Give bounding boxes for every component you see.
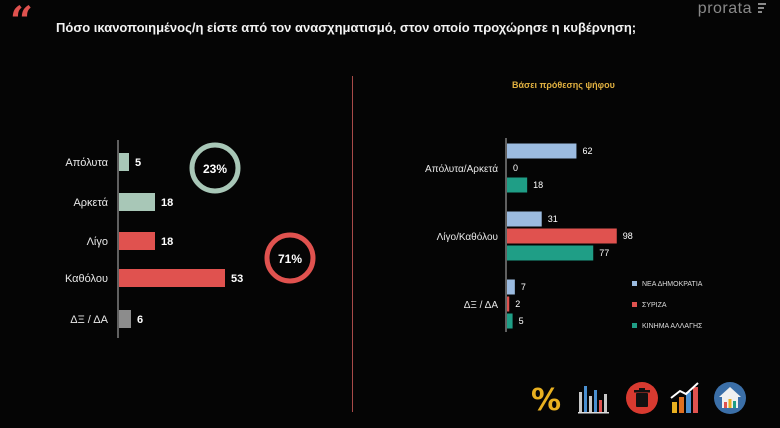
category-label: Λίγο bbox=[87, 236, 108, 248]
bar bbox=[507, 313, 513, 329]
panel-divider bbox=[352, 76, 353, 412]
legend-label: ΚΙΝΗΜΑ ΑΛΛΑΓΗΣ bbox=[642, 323, 703, 330]
category-label: Απόλυτα/Αρκετά bbox=[425, 163, 498, 175]
bar bbox=[507, 228, 617, 244]
bar bbox=[119, 269, 225, 287]
legend-swatch bbox=[632, 323, 637, 328]
bar-chart-icon[interactable] bbox=[576, 380, 612, 416]
category-label: Αρκετά bbox=[73, 197, 108, 209]
category-label: ΔΞ / ΔΑ bbox=[70, 314, 108, 326]
share-label: 71% bbox=[278, 252, 302, 266]
overall-chart: Απόλυτα 5 Αρκετά 18 Λίγο 18 Καθόλου 53 ΔΞ / ΔΑ 6 2… bbox=[65, 140, 316, 338]
quote-mark-icon: “ bbox=[10, 0, 34, 45]
bar bbox=[507, 211, 542, 227]
brand-logo-icon bbox=[758, 3, 766, 17]
data-label: 62 bbox=[582, 146, 592, 156]
trash-icon[interactable] bbox=[624, 380, 660, 416]
category-label: Λίγο/Καθόλου bbox=[437, 231, 498, 243]
legend-label: ΣΥΡΙΖΑ bbox=[642, 302, 667, 309]
data-label: 98 bbox=[623, 231, 633, 241]
category-label: Καθόλου bbox=[65, 273, 108, 285]
data-label: 7 bbox=[521, 282, 526, 292]
bar bbox=[119, 193, 155, 211]
chart-subtitle: Βάσει πρόθεσης ψήφου bbox=[512, 80, 615, 90]
brand-logo: prorata bbox=[697, 0, 752, 17]
category-label: ΔΞ / ΔΑ bbox=[464, 300, 499, 311]
bar bbox=[119, 153, 129, 171]
bar bbox=[507, 279, 515, 295]
data-label: 18 bbox=[533, 180, 543, 190]
home-chart-icon[interactable] bbox=[712, 380, 748, 416]
data-label: 77 bbox=[599, 248, 609, 258]
data-label: 5 bbox=[135, 157, 141, 169]
data-label: 18 bbox=[161, 236, 173, 248]
growth-chart-icon[interactable] bbox=[668, 380, 704, 416]
share-ring bbox=[264, 232, 316, 284]
bar bbox=[507, 245, 594, 261]
category-label: Απόλυτα bbox=[65, 157, 108, 169]
data-label: 2 bbox=[515, 299, 520, 309]
bar bbox=[507, 296, 510, 312]
legend-swatch bbox=[632, 281, 637, 286]
bar bbox=[507, 177, 528, 193]
data-label: 6 bbox=[137, 314, 143, 326]
bar bbox=[119, 232, 155, 250]
share-label: 23% bbox=[203, 162, 227, 176]
bar bbox=[507, 143, 577, 159]
data-label: 0 bbox=[513, 163, 518, 173]
page-title: Πόσο ικανοποιημένος/η είστε από τον ανασ… bbox=[56, 20, 637, 35]
svg-text:%: % bbox=[531, 383, 561, 416]
data-label: 5 bbox=[519, 316, 524, 326]
bar bbox=[119, 310, 131, 328]
data-label: 31 bbox=[548, 214, 558, 224]
legend-label: ΝΕΑ ΔΗΜΟΚΡΑΤΙΑ bbox=[642, 281, 703, 288]
data-label: 18 bbox=[161, 197, 173, 209]
percent-icon[interactable]: % bbox=[528, 380, 564, 416]
share-ring bbox=[189, 142, 241, 194]
data-label: 53 bbox=[231, 273, 243, 285]
legend-swatch bbox=[632, 302, 637, 307]
